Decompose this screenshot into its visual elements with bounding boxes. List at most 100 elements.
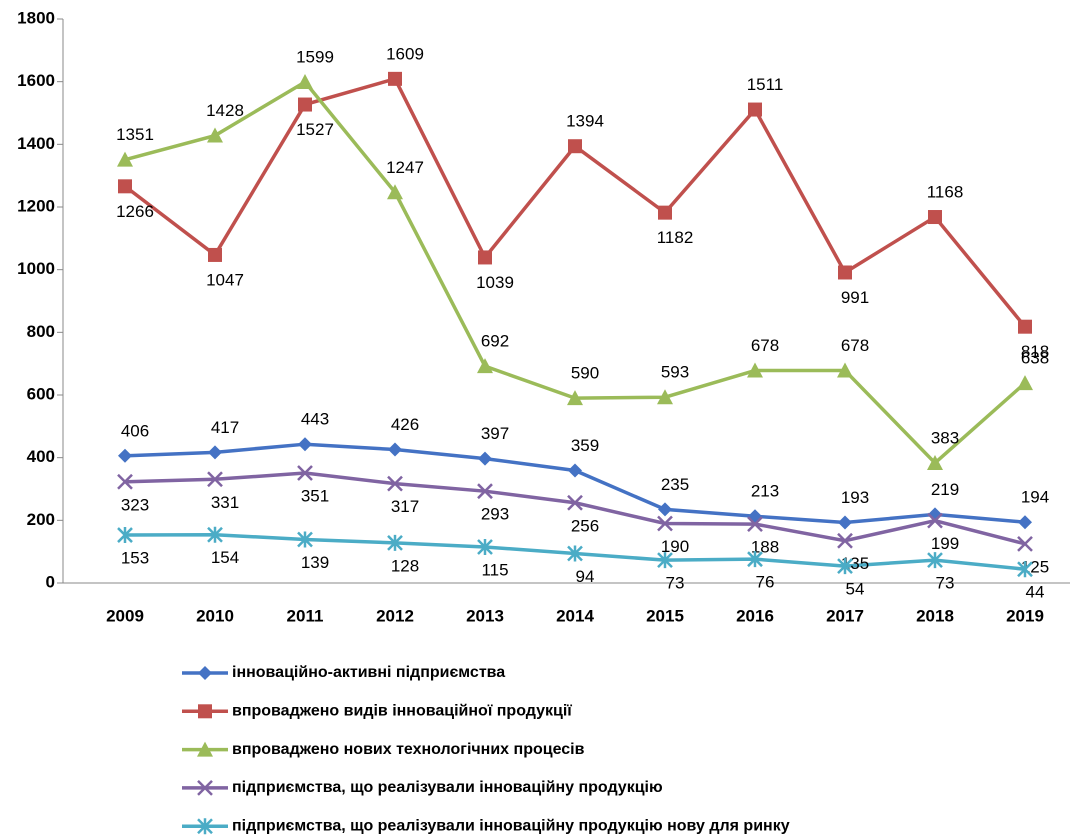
legend-label: підприємства, що реалізували інноваційну… (232, 817, 790, 834)
marker (747, 362, 763, 378)
marker (748, 509, 762, 524)
series-line (124, 79, 1027, 466)
marker (567, 390, 583, 406)
marker (747, 551, 763, 568)
marker (477, 358, 493, 374)
y-tick-label: 0 (46, 572, 55, 591)
data-label: 678 (841, 336, 869, 355)
marker (927, 454, 943, 470)
data-label: 213 (751, 482, 779, 501)
marker (388, 442, 402, 457)
data-label: 1047 (206, 270, 244, 289)
data-label: 73 (936, 574, 955, 593)
legend-label: підприємства, що реалізували інноваційну… (232, 779, 663, 796)
data-label: 397 (481, 424, 509, 443)
legend-marker (197, 818, 213, 835)
marker (387, 534, 403, 551)
data-label: 44 (1026, 583, 1045, 602)
data-label: 115 (481, 560, 508, 579)
data-label: 426 (391, 415, 419, 434)
x-tick-label: 2014 (556, 606, 594, 625)
data-label: 199 (931, 534, 959, 553)
x-tick-label: 2017 (826, 606, 864, 625)
marker (1018, 319, 1032, 334)
data-label: 139 (301, 553, 329, 572)
data-label: 193 (841, 488, 869, 507)
data-label: 190 (661, 537, 689, 556)
y-tick-label: 200 (27, 510, 55, 529)
y-tick-label: 400 (27, 447, 55, 466)
marker (117, 527, 133, 544)
marker (658, 205, 672, 220)
marker (298, 437, 312, 452)
data-label: 417 (211, 418, 239, 437)
x-tick-label: 2010 (196, 606, 234, 625)
marker (297, 465, 313, 481)
series-line (124, 442, 1026, 525)
data-label: 1609 (386, 44, 424, 63)
data-label: 638 (1021, 349, 1049, 368)
marker (568, 139, 582, 154)
legend-marker (198, 704, 212, 719)
data-label: 1247 (386, 158, 424, 177)
marker (837, 558, 853, 575)
data-label: 54 (846, 580, 865, 599)
data-label: 1039 (476, 273, 514, 292)
marker (838, 265, 852, 280)
marker (837, 532, 853, 549)
data-label: 359 (571, 436, 599, 455)
data-label: 443 (301, 410, 329, 429)
marker (207, 526, 223, 543)
marker (387, 475, 403, 492)
marker (207, 127, 223, 143)
marker (838, 515, 852, 530)
data-label: 317 (391, 497, 419, 516)
data-label: 153 (121, 549, 149, 568)
data-label: 1511 (747, 75, 784, 94)
legend-label: впроваджено нових технологічних процесів (232, 741, 585, 758)
data-label: 383 (931, 428, 959, 447)
data-label: 1599 (296, 47, 334, 66)
marker (927, 552, 943, 569)
marker (567, 494, 583, 511)
x-tick-label: 2012 (376, 606, 414, 625)
marker (208, 445, 222, 460)
data-label: 331 (211, 493, 239, 512)
marker (1017, 535, 1033, 552)
x-tick-label: 2015 (646, 606, 684, 625)
data-label: 154 (211, 548, 239, 567)
marker (477, 538, 493, 555)
legend-label: впроваджено видів інноваційної продукції (232, 703, 572, 720)
data-label: 194 (1021, 488, 1049, 507)
marker (117, 151, 133, 167)
data-label: 351 (301, 487, 329, 506)
data-label: 593 (661, 363, 689, 382)
data-label: 73 (666, 574, 685, 593)
data-label: 1394 (566, 112, 604, 131)
data-label: 76 (756, 573, 775, 592)
data-label: 1266 (116, 202, 154, 221)
data-label: 678 (751, 336, 779, 355)
y-tick-label: 1000 (17, 259, 55, 278)
x-tick-label: 2013 (466, 606, 504, 625)
marker (928, 210, 942, 225)
data-label: 293 (481, 505, 509, 524)
x-tick-label: 2018 (916, 606, 954, 625)
data-label: 1168 (927, 183, 964, 202)
marker (568, 463, 582, 478)
marker (658, 502, 672, 517)
marker (748, 102, 762, 117)
marker (657, 552, 673, 569)
marker (118, 448, 132, 463)
x-tick-label: 2016 (736, 606, 774, 625)
y-tick-label: 1200 (17, 196, 55, 215)
marker (477, 483, 493, 500)
y-tick-label: 1600 (17, 71, 55, 90)
data-label: 692 (481, 332, 509, 351)
legend-marker (198, 666, 212, 680)
data-label: 128 (391, 556, 419, 575)
data-label: 1428 (206, 101, 244, 120)
marker (1017, 375, 1033, 391)
marker (478, 451, 492, 466)
